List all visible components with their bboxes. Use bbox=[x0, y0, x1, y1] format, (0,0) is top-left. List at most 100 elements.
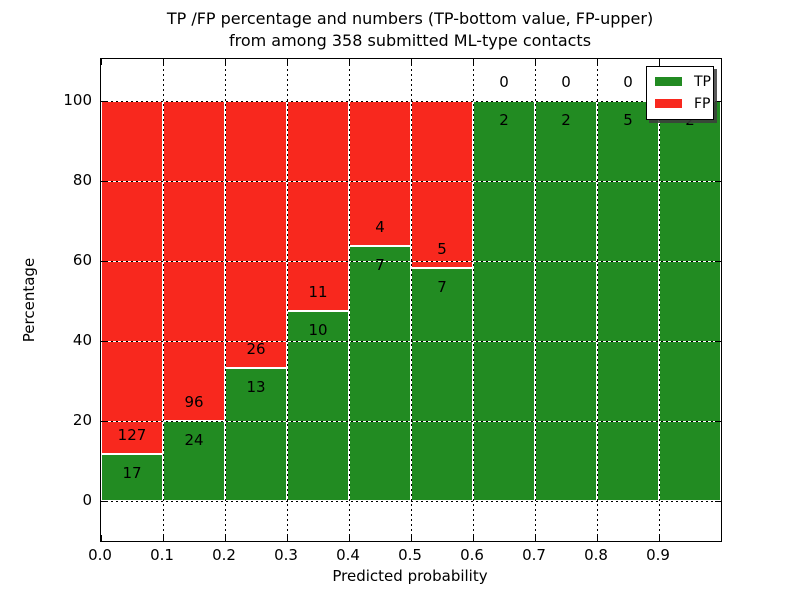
y-tick-label: 0 bbox=[82, 491, 92, 509]
x-tick-mark bbox=[163, 535, 164, 541]
bar-count-label-fp: 96 bbox=[184, 393, 204, 411]
bar-count-label-tp: 5 bbox=[623, 111, 633, 129]
x-tick-mark bbox=[349, 535, 350, 541]
x-tick-label: 0.7 bbox=[522, 546, 546, 564]
x-tick-label: 0.0 bbox=[88, 546, 112, 564]
y-tick-mark bbox=[715, 341, 721, 342]
bar-count-label-tp: 13 bbox=[246, 377, 266, 396]
bar-count-label-tp: 2 bbox=[561, 111, 571, 129]
x-tick-mark bbox=[287, 535, 288, 541]
x-tick-mark bbox=[225, 59, 226, 65]
grid-line-vertical bbox=[225, 59, 226, 541]
bar-segment-fp bbox=[411, 101, 473, 268]
bar-segment-tp bbox=[101, 453, 163, 501]
grid-line-vertical bbox=[597, 59, 598, 541]
x-tick-label: 0.8 bbox=[584, 546, 608, 564]
grid-line-vertical bbox=[163, 59, 164, 541]
grid-line-vertical bbox=[535, 59, 536, 541]
x-tick-mark bbox=[287, 59, 288, 65]
bar-count-label-tp: 7 bbox=[437, 277, 447, 296]
y-tick-label: 80 bbox=[72, 171, 92, 189]
x-tick-mark bbox=[535, 59, 536, 65]
legend-label: TP bbox=[694, 73, 711, 90]
bar-count-label-tp: 7 bbox=[375, 256, 385, 275]
x-axis-title: Predicted probability bbox=[332, 567, 488, 585]
legend-label: FP bbox=[694, 95, 711, 112]
grid-line-vertical bbox=[473, 59, 474, 541]
legend-swatch-icon bbox=[655, 77, 682, 86]
grid-line-horizontal bbox=[101, 501, 721, 502]
grid-line-horizontal bbox=[101, 341, 721, 342]
x-tick-mark bbox=[101, 535, 102, 541]
bar-segment-tp bbox=[659, 101, 721, 501]
bar-count-label-fp: 5 bbox=[437, 239, 447, 258]
y-tick-mark bbox=[715, 261, 721, 262]
grid-line-vertical bbox=[411, 59, 412, 541]
legend-item: TP bbox=[655, 74, 711, 89]
x-tick-label: 0.1 bbox=[150, 546, 174, 564]
grid-line-vertical bbox=[659, 59, 660, 541]
grid-line-vertical bbox=[349, 59, 350, 541]
x-tick-mark bbox=[535, 535, 536, 541]
y-tick-label: 40 bbox=[72, 331, 92, 349]
y-axis-title: Percentage bbox=[20, 257, 38, 343]
bar-count-label-fp: 4 bbox=[375, 218, 385, 237]
x-tick-mark bbox=[473, 535, 474, 541]
bar-segment-tp bbox=[473, 101, 535, 501]
bar-count-label-fp: 11 bbox=[308, 282, 328, 301]
bar-count-label-tp: 2 bbox=[685, 111, 695, 129]
bar-segment-tp bbox=[287, 310, 349, 501]
bar-segment-tp bbox=[225, 367, 287, 501]
x-tick-mark bbox=[659, 535, 660, 541]
bar-count-label-tp: 24 bbox=[184, 431, 204, 449]
y-tick-mark bbox=[715, 101, 721, 102]
x-tick-label: 0.2 bbox=[212, 546, 236, 564]
grid-line-horizontal bbox=[101, 261, 721, 262]
x-tick-mark bbox=[411, 59, 412, 65]
bar-segment-tp bbox=[163, 421, 225, 501]
x-tick-label: 0.6 bbox=[460, 546, 484, 564]
x-tick-label: 0.3 bbox=[274, 546, 298, 564]
y-tick-mark bbox=[101, 341, 107, 342]
chart-title-line2: from among 358 submitted ML-type contact… bbox=[228, 31, 592, 50]
bar-segment-fp bbox=[287, 101, 349, 311]
grid-line-horizontal bbox=[101, 101, 721, 102]
y-tick-mark bbox=[101, 421, 107, 422]
plot-area: 17127249613261011747520205020 bbox=[100, 58, 722, 542]
x-tick-mark bbox=[597, 535, 598, 541]
bar-count-label-fp: 0 bbox=[623, 73, 633, 91]
y-tick-mark bbox=[715, 501, 721, 502]
bar-count-label-fp: 127 bbox=[117, 425, 147, 444]
chart-title: TP /FP percentage and numbers (TP-bottom… bbox=[100, 8, 720, 52]
bar-count-label-fp: 0 bbox=[499, 73, 509, 91]
y-tick-mark bbox=[715, 421, 721, 422]
x-tick-mark bbox=[411, 535, 412, 541]
y-tick-label: 20 bbox=[72, 411, 92, 429]
x-tick-label: 0.4 bbox=[336, 546, 360, 564]
bar-segment-tp bbox=[597, 101, 659, 501]
legend-swatch-icon bbox=[655, 99, 682, 108]
bar-segment-tp bbox=[411, 267, 473, 501]
x-tick-mark bbox=[349, 59, 350, 65]
y-tick-mark bbox=[101, 501, 107, 502]
y-tick-mark bbox=[101, 101, 107, 102]
bar-count-label-tp: 17 bbox=[122, 463, 142, 482]
x-tick-label: 0.5 bbox=[398, 546, 422, 564]
bar-segment-tp bbox=[349, 246, 411, 501]
x-tick-mark bbox=[101, 59, 102, 65]
x-tick-mark bbox=[163, 59, 164, 65]
grid-line-horizontal bbox=[101, 421, 721, 422]
bar-segment-fp bbox=[101, 101, 163, 454]
y-tick-mark bbox=[715, 181, 721, 182]
grid-line-vertical bbox=[287, 59, 288, 541]
bar-count-label-tp: 10 bbox=[308, 320, 328, 339]
legend: TP FP bbox=[646, 66, 714, 120]
y-tick-label: 100 bbox=[63, 91, 92, 109]
x-tick-mark bbox=[597, 59, 598, 65]
x-tick-mark bbox=[225, 535, 226, 541]
y-tick-mark bbox=[101, 181, 107, 182]
y-tick-mark bbox=[101, 261, 107, 262]
bar-count-label-fp: 0 bbox=[561, 73, 571, 91]
bar-segment-tp bbox=[535, 101, 597, 501]
